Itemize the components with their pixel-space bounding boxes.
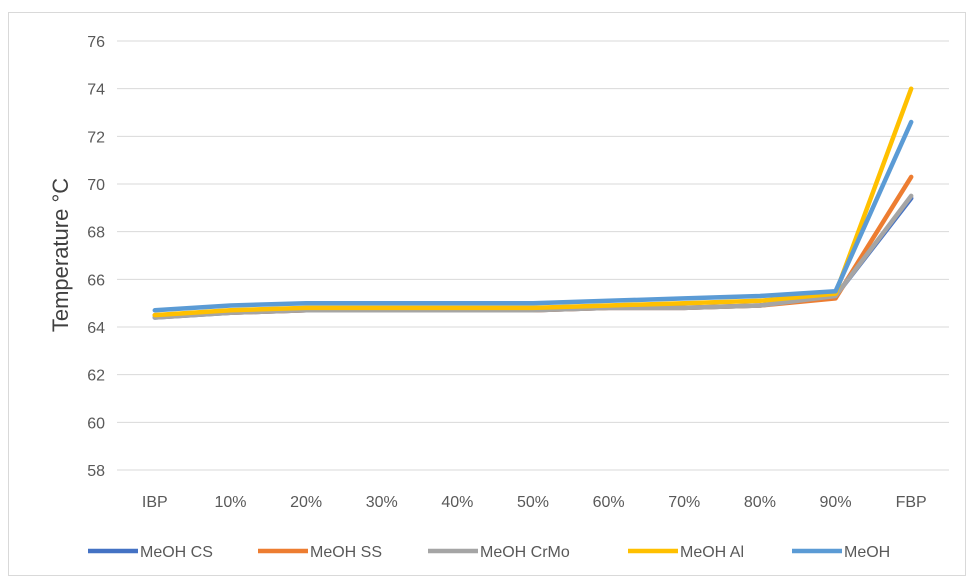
y-tick-label: 62 xyxy=(87,368,105,385)
x-tick-label: 90% xyxy=(820,494,852,511)
series-line-meoh-crmo xyxy=(152,193,914,320)
y-tick-label: 76 xyxy=(87,34,105,51)
y-tick-labels: 58 60 62 64 66 68 70 72 74 76 xyxy=(87,34,105,480)
series-line-meoh xyxy=(152,119,914,313)
y-tick-label: 64 xyxy=(87,320,105,337)
legend-label: MeOH CrMo xyxy=(480,544,570,561)
legend-label: MeOH CS xyxy=(140,544,213,561)
x-tick-label: 70% xyxy=(668,494,700,511)
gridlines xyxy=(117,40,949,471)
y-tick-label: 60 xyxy=(87,415,105,432)
legend: MeOH CS MeOH SS MeOH CrMo MeOH Al MeOH xyxy=(88,544,890,561)
x-tick-label: 20% xyxy=(290,494,322,511)
legend-label: MeOH Al xyxy=(680,544,744,561)
y-tick-label: 68 xyxy=(87,225,105,242)
y-tick-label: 74 xyxy=(87,82,105,99)
legend-label: MeOH SS xyxy=(310,544,382,561)
x-tick-label: IBP xyxy=(142,494,168,511)
series-lines xyxy=(152,86,914,320)
x-tick-label: 40% xyxy=(441,494,473,511)
y-tick-label: 66 xyxy=(87,272,105,289)
y-tick-label: 72 xyxy=(87,129,105,146)
x-tick-label: FBP xyxy=(896,494,927,511)
x-tick-label: 80% xyxy=(744,494,776,511)
y-tick-label: 58 xyxy=(87,463,105,480)
x-tick-labels: IBP 10% 20% 30% 40% 50% 60% 70% 80% 90% FBP xyxy=(142,494,927,511)
x-tick-label: 50% xyxy=(517,494,549,511)
x-tick-label: 30% xyxy=(366,494,398,511)
x-tick-label: 10% xyxy=(214,494,246,511)
legend-label: MeOH xyxy=(844,544,890,561)
series-line-meoh-al xyxy=(152,86,914,318)
x-tick-label: 60% xyxy=(593,494,625,511)
y-axis-title: Temperature °C xyxy=(48,178,73,332)
y-tick-label: 70 xyxy=(87,177,105,194)
